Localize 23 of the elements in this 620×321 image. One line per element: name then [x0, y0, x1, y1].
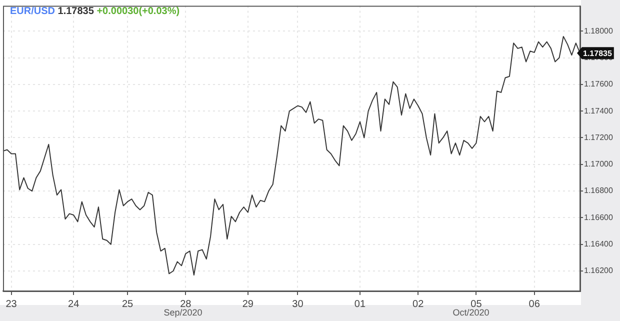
- y-tick-label: 1.16400: [584, 240, 614, 249]
- y-tick-label: 1.17400: [584, 106, 614, 116]
- y-tick-label: 1.16800: [584, 186, 614, 196]
- y-tick-label: 1.17000: [584, 160, 614, 169]
- x-tick-label: 28: [180, 298, 192, 310]
- y-tick-label: 1.17200: [584, 132, 614, 142]
- annotation: 1.17835: [583, 48, 612, 58]
- x-tick-label: 06: [528, 298, 540, 310]
- x-tick-label: 23: [6, 298, 18, 310]
- text: Sep/2020: [164, 307, 202, 318]
- y-tick-label: 1.17600: [584, 80, 614, 89]
- x-tick-label: 30: [292, 298, 304, 310]
- x-tick-label: 24: [68, 298, 80, 310]
- x-tick-label: 05: [470, 298, 482, 310]
- y-tick-label: 1.16200: [584, 266, 614, 276]
- x-tick-label: 25: [122, 298, 134, 310]
- x-tick-label: 02: [412, 298, 424, 310]
- text: Oct/2020: [452, 307, 490, 318]
- y-tick-label: 1.18000: [584, 26, 614, 36]
- x-tick-label: 01: [354, 298, 366, 310]
- x-tick-label: 29: [242, 298, 254, 310]
- y-tick-label: 1.16600: [584, 212, 614, 222]
- chart-title: EUR/USD 1.17835 +0.00030(+0.03%): [10, 6, 180, 17]
